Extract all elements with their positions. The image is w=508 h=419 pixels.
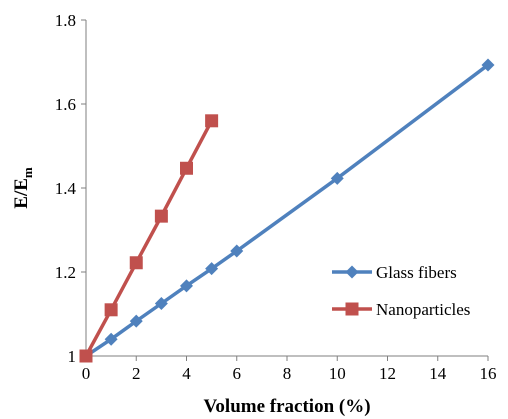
x-tick-label: 4: [182, 364, 191, 383]
y-axis-title-subscript: m: [20, 167, 35, 178]
ticks: 0 2 4 6 8 10 12 14 16 1 1.2 1.4 1.6 1.8: [55, 11, 497, 383]
x-tick-label: 0: [82, 364, 91, 383]
legend-label: Glass fibers: [376, 263, 457, 282]
x-tick-label: 10: [329, 364, 346, 383]
legend: Glass fibers Nanoparticles: [332, 263, 470, 319]
legend-item: Nanoparticles: [332, 300, 470, 319]
square-marker: [205, 114, 219, 128]
y-tick-label: 1: [68, 347, 77, 366]
square-marker: [154, 209, 168, 223]
x-axis-title: Volume fraction (%): [203, 396, 370, 417]
series-layer: [79, 58, 495, 363]
diamond-marker: [104, 332, 118, 346]
diamond-marker: [129, 314, 143, 328]
diamond-marker: [154, 297, 168, 310]
x-tick-label: 14: [429, 364, 447, 383]
diamond-marker: [481, 58, 495, 72]
legend-label: Nanoparticles: [376, 300, 470, 319]
x-tick-label: 8: [283, 364, 292, 383]
y-tick-label: 1.8: [55, 11, 76, 30]
diamond-marker: [330, 171, 344, 185]
square-marker: [180, 161, 193, 175]
series-nanoparticles: [79, 114, 219, 363]
y-tick-label: 1.4: [55, 179, 77, 198]
x-tick-label: 16: [480, 364, 497, 383]
y-axis-title: E/Em: [11, 167, 35, 209]
y-tick-label: 1.2: [55, 263, 76, 282]
square-marker: [104, 303, 118, 317]
diamond-marker: [230, 244, 244, 258]
x-tick-label: 2: [132, 364, 141, 383]
diamond-marker: [205, 262, 219, 276]
series-line: [84, 119, 214, 357]
square-marker: [79, 349, 93, 363]
square-marker: [129, 256, 143, 270]
y-axis-title-main: E/E: [11, 178, 32, 209]
x-tick-label: 12: [379, 364, 396, 383]
square-marker: [345, 302, 359, 316]
diamond-marker: [180, 279, 193, 293]
y-tick-label: 1.6: [55, 95, 76, 114]
legend-item: Glass fibers: [332, 263, 457, 282]
diamond-marker: [345, 265, 359, 279]
x-tick-label: 6: [233, 364, 242, 383]
